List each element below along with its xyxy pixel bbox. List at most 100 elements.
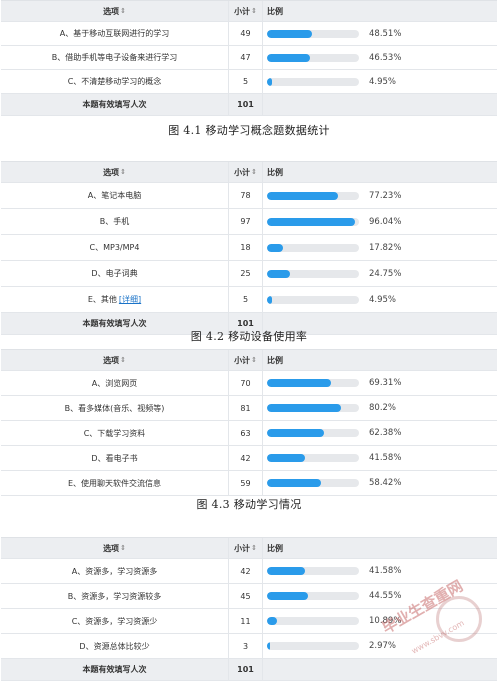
count-value: 18 xyxy=(229,235,263,260)
table-row: C、资源多，学习资源少 11 10.89% xyxy=(1,609,497,634)
percent-bar xyxy=(267,567,359,575)
table-row: A、基于移动互联网进行的学习 49 48.51% xyxy=(1,22,497,46)
ratio-header: 比例 xyxy=(267,543,283,553)
table-header-row: 选项 ⇕ 小计 ⇕ 比例 xyxy=(1,0,497,22)
percent-value: 44.55% xyxy=(369,591,402,601)
option-header: 选项 xyxy=(103,6,120,16)
percent-bar xyxy=(267,217,359,226)
count-value: 49 xyxy=(229,22,263,45)
option-label: D、资源总体比较少 xyxy=(1,634,229,658)
table-row: D、看电子书 42 41.58% xyxy=(1,446,497,471)
option-label: B、借助手机等电子设备来进行学习 xyxy=(1,46,229,69)
count-header: 小计 xyxy=(234,355,251,365)
percent-value: 58.42% xyxy=(369,478,402,488)
percent-bar xyxy=(267,592,359,600)
percent-bar xyxy=(267,269,359,278)
option-label: A、资源多，学习资源多 xyxy=(1,559,229,583)
count-header: 小计 xyxy=(234,167,251,177)
count-value: 59 xyxy=(229,471,263,495)
figure-caption: 图 4.1 移动学习概念题数据统计 xyxy=(168,124,330,137)
count-value: 45 xyxy=(229,584,263,608)
option-label: C、资源多，学习资源少 xyxy=(1,609,229,633)
count-value: 81 xyxy=(229,396,263,420)
percent-value: 48.51% xyxy=(369,28,402,39)
option-label: A、笔记本电脑 xyxy=(1,183,229,208)
sort-icon[interactable]: ⇕ xyxy=(120,7,126,15)
count-value: 63 xyxy=(229,421,263,445)
option-label: D、电子词典 xyxy=(1,261,229,286)
percent-value: 10.89% xyxy=(369,616,402,626)
percent-value: 77.23% xyxy=(369,190,402,201)
percent-bar xyxy=(267,379,359,387)
count-value: 5 xyxy=(229,287,263,312)
count-value: 25 xyxy=(229,261,263,286)
total-row: 本题有效填写人次 101 xyxy=(1,94,497,116)
table-row: B、手机 97 96.04% xyxy=(1,209,497,235)
total-label: 本题有效填写人次 xyxy=(1,313,229,334)
percent-bar xyxy=(267,191,359,200)
count-value: 42 xyxy=(229,446,263,470)
table-row: E、使用聊天软件交流信息 59 58.42% xyxy=(1,471,497,496)
ratio-header: 比例 xyxy=(267,167,283,177)
percent-bar xyxy=(267,77,359,86)
table-row: C、MP3/MP4 18 17.82% xyxy=(1,235,497,261)
option-label: B、资源多，学习资源较多 xyxy=(1,584,229,608)
details-link[interactable]: [详细] xyxy=(118,295,142,304)
percent-value: 41.58% xyxy=(369,453,402,463)
sort-icon[interactable]: ⇕ xyxy=(251,356,257,364)
count-header: 小计 xyxy=(234,543,251,553)
percent-value: 24.75% xyxy=(369,268,402,279)
count-value: 97 xyxy=(229,209,263,234)
table-row: A、浏览网页 70 69.31% xyxy=(1,371,497,396)
option-label: A、基于移动互联网进行的学习 xyxy=(1,22,229,45)
option-label: E、其他 xyxy=(87,295,117,304)
option-label: C、MP3/MP4 xyxy=(1,235,229,260)
table-row: B、资源多，学习资源较多 45 44.55% xyxy=(1,584,497,609)
table-row: B、看多媒体(音乐、视频等) 81 80.2% xyxy=(1,396,497,421)
percent-bar xyxy=(267,295,359,304)
total-row: 本题有效填写人次 101 xyxy=(1,659,497,681)
ratio-header: 比例 xyxy=(267,355,283,365)
sort-icon[interactable]: ⇕ xyxy=(120,356,126,364)
count-value: 3 xyxy=(229,634,263,658)
option-header: 选项 xyxy=(103,543,120,553)
total-value: 101 xyxy=(229,94,263,115)
option-label: C、不清楚移动学习的概念 xyxy=(1,70,229,93)
total-value: 101 xyxy=(229,313,263,334)
percent-bar xyxy=(267,29,359,38)
sort-icon[interactable]: ⇕ xyxy=(251,544,257,552)
figure-caption: 图 4.2 移动设备使用率 xyxy=(190,330,308,343)
count-value: 42 xyxy=(229,559,263,583)
table-row: A、资源多，学习资源多 42 41.58% xyxy=(1,559,497,584)
option-label: D、看电子书 xyxy=(1,446,229,470)
count-value: 11 xyxy=(229,609,263,633)
percent-bar xyxy=(267,642,359,650)
percent-bar xyxy=(267,429,359,437)
sort-icon[interactable]: ⇕ xyxy=(251,168,257,176)
option-label: C、下载学习资料 xyxy=(1,421,229,445)
count-value: 78 xyxy=(229,183,263,208)
sort-icon[interactable]: ⇕ xyxy=(120,544,126,552)
total-label: 本题有效填写人次 xyxy=(1,659,229,680)
percent-value: 41.58% xyxy=(369,566,402,576)
table-header-row: 选项 ⇕ 小计 ⇕ 比例 xyxy=(1,537,497,559)
option-header: 选项 xyxy=(103,167,120,177)
figure-caption: 图 4.3 移动学习情况 xyxy=(196,498,302,511)
option-label: B、看多媒体(音乐、视频等) xyxy=(1,396,229,420)
table-row: E、其他 [详细] 5 4.95% xyxy=(1,287,497,313)
option-label: B、手机 xyxy=(1,209,229,234)
option-header: 选项 xyxy=(103,355,120,365)
sort-icon[interactable]: ⇕ xyxy=(251,7,257,15)
percent-bar xyxy=(267,404,359,412)
table-header-row: 选项 ⇕ 小计 ⇕ 比例 xyxy=(1,161,497,183)
sort-icon[interactable]: ⇕ xyxy=(120,168,126,176)
count-value: 47 xyxy=(229,46,263,69)
percent-value: 80.2% xyxy=(369,403,397,413)
option-label: E、使用聊天软件交流信息 xyxy=(1,471,229,495)
count-value: 70 xyxy=(229,371,263,395)
percent-bar xyxy=(267,243,359,252)
total-label: 本题有效填写人次 xyxy=(1,94,229,115)
percent-value: 4.95% xyxy=(369,76,397,87)
percent-bar xyxy=(267,53,359,62)
table-row: D、电子词典 25 24.75% xyxy=(1,261,497,287)
